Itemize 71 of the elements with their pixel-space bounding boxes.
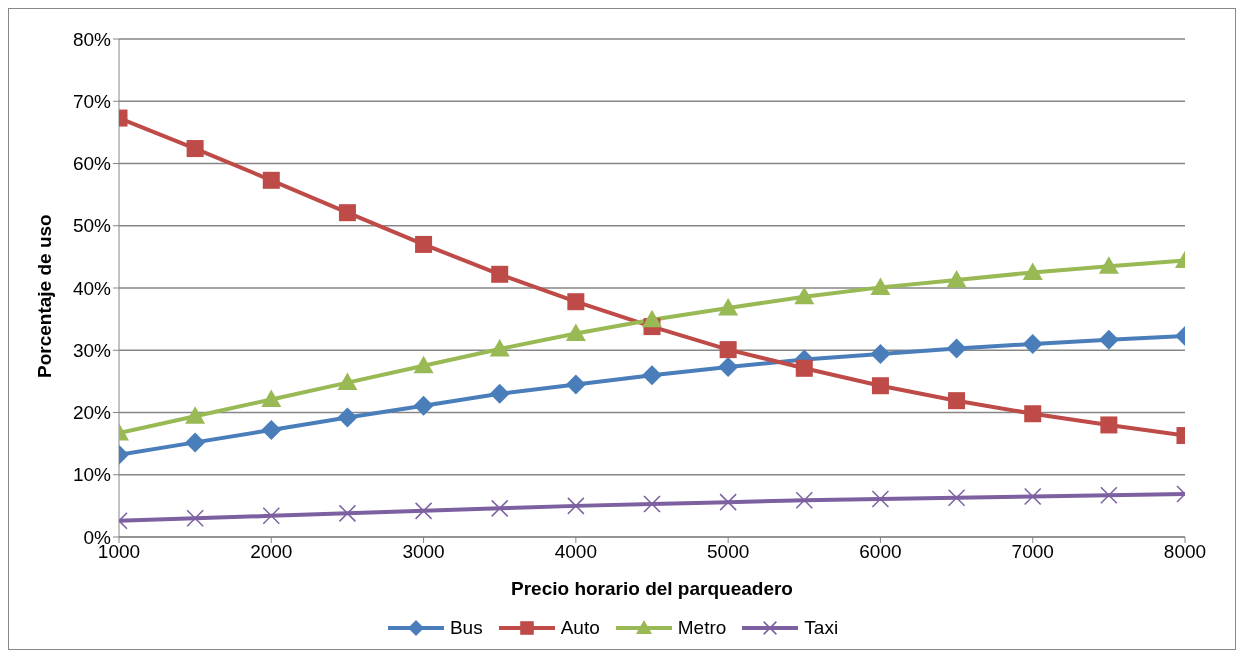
point [795,491,814,510]
point [185,406,206,424]
x-tick-label: 6000 [859,541,902,563]
point [719,493,737,511]
point [338,504,357,523]
y-tick-label: 60% [72,153,112,175]
x-tick-label: 8000 [1163,541,1207,563]
point [491,265,509,283]
point [489,339,510,357]
point [186,509,204,528]
y-tick-label: 50% [72,215,112,237]
x-axis-title: Precio horario del parqueadero [511,578,793,599]
x-tick-label: 4000 [554,541,597,563]
y-tick-label: 20% [72,402,112,424]
x-tick-label: 7000 [1011,541,1054,563]
point [415,235,433,253]
point [642,365,662,386]
y-axis-title: Porcentaje de uso [33,214,55,378]
point [567,497,585,515]
point [567,293,585,311]
point [946,338,967,359]
point [795,359,813,377]
point [643,495,661,513]
point [1023,487,1042,506]
point [871,490,890,508]
point [413,395,434,416]
point [262,507,281,525]
x-tick-label: 3000 [402,541,445,563]
point [261,419,282,440]
point [871,377,889,395]
point [794,286,815,305]
point [870,343,891,364]
point [261,389,282,407]
y-tick-label: 80% [72,28,112,50]
point [489,383,510,404]
point [262,171,280,189]
point [1100,416,1118,434]
y-tick-label: 30% [72,339,112,361]
x-tick-label: 5000 [707,541,750,563]
point [1098,329,1119,350]
point [718,357,739,378]
point [718,297,739,316]
point [338,204,356,222]
point [1098,256,1119,274]
y-tick-label: 10% [72,464,112,486]
x-tick-label: 2000 [250,541,293,563]
point [870,277,891,295]
point [948,392,966,410]
point [642,309,662,328]
point [947,489,966,507]
point [186,140,204,158]
point [565,374,586,395]
legend-label: Taxi [804,617,839,639]
point [337,372,358,391]
point [1100,486,1118,505]
legend-label: Bus [449,617,483,639]
point [565,323,586,341]
point [413,355,434,374]
point [1024,405,1042,423]
point [337,407,358,428]
legend-label: Auto [560,617,600,639]
legend-label: Metro [677,617,727,639]
point [414,502,433,520]
point [1022,334,1043,355]
point [1022,262,1043,280]
point [490,499,509,518]
point [719,341,737,359]
y-tick-label: 40% [72,277,112,299]
y-tick-label: 70% [72,91,112,112]
point [946,269,967,288]
point [185,432,206,453]
